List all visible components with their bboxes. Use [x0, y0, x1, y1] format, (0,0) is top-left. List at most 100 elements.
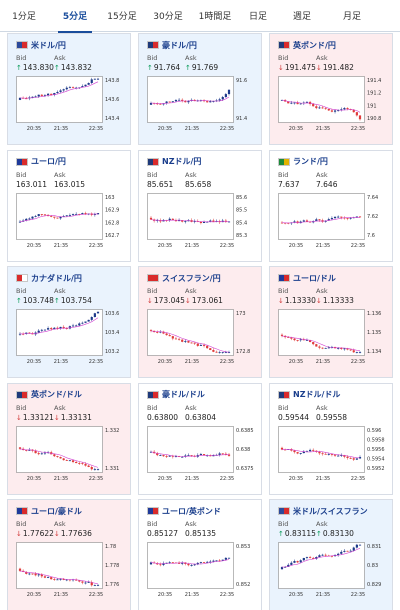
- rate-card[interactable]: ユーロ/円 Bid Ask 163.011 163.015 163 162.9 162.8 16…: [7, 149, 131, 262]
- moving-average-line: [281, 335, 361, 352]
- rate-card[interactable]: ランド/円 Bid Ask 7.637 7.646 7.64 7.62 7.6 20:35 21:…: [269, 149, 393, 262]
- pair-name[interactable]: NZドル/円: [162, 157, 202, 166]
- pair-name[interactable]: カナダドル/円: [31, 273, 82, 283]
- pair-name[interactable]: ユーロ/円: [31, 157, 66, 166]
- tab-1hour[interactable]: 1時間足: [198, 12, 232, 22]
- candle-body: [224, 557, 227, 560]
- card-title[interactable]: 豪ドル/円: [147, 39, 197, 51]
- card-title[interactable]: NZドル/円: [147, 156, 201, 168]
- sparkline-chart[interactable]: 173 172.8 20:35 21:35 22:35: [147, 309, 255, 373]
- card-title[interactable]: 英ポンド/ドル: [16, 389, 82, 401]
- pair-name[interactable]: 英ポンド/ドル: [31, 390, 82, 399]
- y-tick-label: 191: [367, 103, 377, 109]
- card-title[interactable]: ランド/円: [278, 156, 328, 168]
- card-title[interactable]: NZドル/ドル: [278, 389, 340, 401]
- tab-1min[interactable]: 1分足: [12, 12, 36, 22]
- rate-card[interactable]: NZドル/円 Bid Ask 85.651 85.658 85.6 85.5 85.4 85.3…: [138, 149, 262, 262]
- candle-body: [171, 101, 174, 103]
- candle-body: [93, 78, 96, 80]
- sparkline-chart[interactable]: 143.8 143.6 143.4 20:35 21:35 22:35: [16, 76, 124, 140]
- tab-15min[interactable]: 15分足: [107, 12, 137, 22]
- candle-body: [84, 321, 87, 323]
- moving-average-line: [19, 570, 99, 585]
- ask-label: Ask: [54, 287, 66, 295]
- candle-body: [355, 544, 358, 548]
- pair-name[interactable]: ユーロ/ドル: [293, 273, 336, 283]
- sparkline-chart[interactable]: 85.6 85.5 85.4 85.3 20:35 21:35 22:35: [147, 192, 255, 257]
- sparkline-chart[interactable]: 1.78 1.778 1.776 20:35 21:35 22:35: [16, 542, 124, 606]
- rate-card[interactable]: ユーロ/豪ドル Bid Ask ↓1.77622 ↓1.77636 1.78 1.778 1.…: [7, 499, 131, 610]
- candle-body: [184, 220, 187, 222]
- sparkline-chart[interactable]: 0.831 0.83 0.829 20:35 21:35 22:35: [278, 542, 386, 606]
- y-tick-label: 0.596: [367, 428, 381, 434]
- rate-card[interactable]: 英ポンド/円 Bid Ask ↓191.475 ↓191.482 191.4 191.2 19…: [269, 33, 393, 145]
- sparkline-chart[interactable]: 163 162.9 162.8 162.7 20:35 21:35 22:35: [16, 192, 124, 257]
- card-title[interactable]: ユーロ/英ポンド: [147, 505, 221, 517]
- sparkline-chart[interactable]: 1.332 1.331 20:35 21:35 22:35: [16, 425, 124, 490]
- candle-body: [87, 582, 90, 583]
- sparkline-chart[interactable]: 191.4 191.2 191 190.8 20:35 21:35 22:35: [278, 76, 386, 140]
- x-tick-label: 20:35: [27, 243, 41, 249]
- candle-body: [59, 90, 62, 92]
- card-title[interactable]: 英ポンド/円: [278, 39, 336, 51]
- candle-body: [59, 216, 62, 218]
- sparkline-chart[interactable]: 91.6 91.4 20:35 21:35 22:35: [147, 76, 255, 140]
- y-tick-label: 1.778: [105, 563, 119, 569]
- card-title[interactable]: 米ドル/円: [16, 39, 66, 51]
- rate-card[interactable]: スイスフラン/円 Bid Ask ↓173.045 ↓173.061 173 172.8 20…: [138, 266, 262, 378]
- bid-label: Bid: [147, 170, 158, 179]
- card-title[interactable]: スイスフラン/円: [147, 272, 221, 284]
- candle-body: [327, 218, 330, 221]
- tab-monthly[interactable]: 月足: [342, 12, 361, 22]
- plot-area: [278, 542, 365, 589]
- card-title[interactable]: 豪ドル/ドル: [147, 389, 205, 401]
- pair-name[interactable]: 豪ドル/ドル: [162, 390, 205, 399]
- rate-card[interactable]: 米ドル/スイスフラン Bid Ask ↑0.83115 ↑0.83130 0.831 0.8…: [269, 499, 393, 610]
- ask-label: Ask: [185, 170, 197, 179]
- tab-weekly[interactable]: 週足: [292, 12, 311, 22]
- candle-body: [93, 213, 96, 215]
- x-tick-label: 21:35: [185, 359, 199, 365]
- x-tick-label: 22:35: [220, 126, 234, 132]
- rate-card[interactable]: NZドル/ドル Bid Ask 0.59544 0.59558 0.596 0.5958 0.…: [269, 382, 393, 495]
- candle-body: [174, 338, 178, 340]
- pair-name[interactable]: 英ポンド/円: [293, 40, 336, 50]
- pair-name[interactable]: ランド/円: [293, 157, 328, 166]
- card-title[interactable]: ユーロ/ドル: [278, 272, 336, 284]
- sparkline-chart[interactable]: 1.136 1.135 1.134 20:35 21:35 22:35: [278, 309, 386, 373]
- sparkline-chart[interactable]: 0.853 0.852 20:35 21:35 22:35: [147, 542, 255, 606]
- sparkline-chart[interactable]: 0.596 0.5958 0.5956 0.5954 0.5952 20:35 21:35 2…: [278, 425, 386, 490]
- pair-name[interactable]: ユーロ/豪ドル: [31, 506, 82, 516]
- candle-body: [177, 562, 181, 564]
- candle-body: [321, 554, 324, 556]
- tab-30min[interactable]: 30分足: [153, 12, 183, 22]
- pair-name[interactable]: NZドル/ドル: [293, 390, 341, 399]
- tab-daily[interactable]: 日足: [248, 12, 267, 22]
- rate-card[interactable]: ユーロ/ドル Bid Ask ↓1.13330 ↓1.13333 1.136 1.135 1.…: [269, 266, 393, 378]
- card-title[interactable]: ユーロ/円: [16, 156, 66, 168]
- rate-card[interactable]: 米ドル/円 Bid Ask ↑143.830 ↑143.832 143.8 143.6 143…: [7, 33, 131, 145]
- pair-name[interactable]: スイスフラン/円: [162, 273, 221, 283]
- pair-name[interactable]: 米ドル/円: [31, 40, 66, 50]
- pair-name[interactable]: 豪ドル/円: [162, 40, 197, 50]
- rate-card[interactable]: 豪ドル/ドル Bid Ask 0.63800 0.63804 0.6385 0.638 0.6…: [138, 382, 262, 495]
- x-tick-label: 22:35: [351, 592, 365, 598]
- card-title[interactable]: 米ドル/スイスフラン: [278, 505, 368, 517]
- sparkline-chart[interactable]: 7.64 7.62 7.6 20:35 21:35 22:35: [278, 192, 386, 257]
- sparkline-chart[interactable]: 103.6 103.4 103.2 20:35 21:35 22:35: [16, 309, 124, 373]
- card-title[interactable]: カナダドル/円: [16, 272, 82, 284]
- candle-body: [159, 331, 162, 333]
- arrow-down-icon: ↓: [316, 64, 322, 72]
- candle-body: [174, 455, 178, 457]
- x-tick-label: 21:35: [185, 476, 199, 482]
- tab-5min[interactable]: 5分足: [52, 6, 98, 33]
- rate-card[interactable]: 豪ドル/円 Bid Ask ↑91.764 ↑91.769 91.6 91.4 20:35 21…: [138, 33, 262, 145]
- rate-card[interactable]: ユーロ/英ポンド Bid Ask 0.85127 0.85135 0.853 0.852 20…: [138, 499, 262, 610]
- flag-icon: [147, 390, 159, 399]
- sparkline-chart[interactable]: 0.6385 0.638 0.6375 20:35 21:35 22:35: [147, 425, 255, 490]
- rate-card[interactable]: 英ポンド/ドル Bid Ask ↓1.33121 ↓1.33131 1.332 1.331 2…: [7, 382, 131, 495]
- pair-name[interactable]: 米ドル/スイスフラン: [293, 506, 368, 516]
- card-title[interactable]: ユーロ/豪ドル: [16, 505, 82, 517]
- rate-card[interactable]: カナダドル/円 Bid Ask ↑103.748 ↑103.754 103.6 103.4 1…: [7, 266, 131, 378]
- pair-name[interactable]: ユーロ/英ポンド: [162, 506, 221, 516]
